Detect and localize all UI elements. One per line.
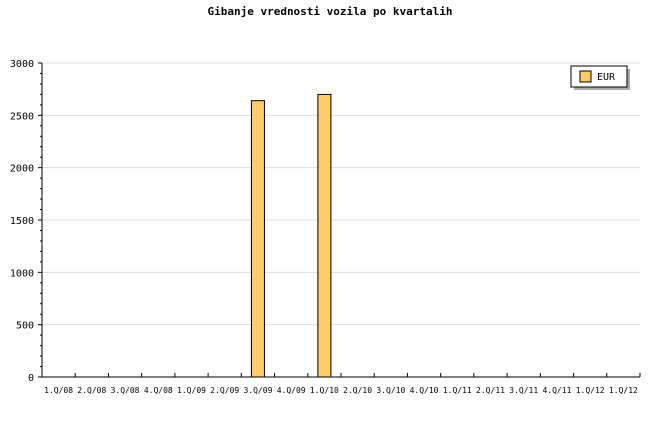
x-tick-label: 3.Q/08: [111, 386, 140, 395]
grid: [42, 62, 640, 326]
legend: EUR: [570, 65, 630, 90]
x-tick-label: 4.Q/11: [542, 386, 571, 395]
chart-title: Gibanje vrednosti vozila po kvartalih: [207, 5, 452, 18]
x-tick-label: 2.Q/08: [77, 386, 106, 395]
y-tick-label: 1000: [10, 268, 34, 279]
y-tick-label: 2000: [10, 164, 34, 175]
x-tick-label: 4.Q/09: [277, 386, 306, 395]
x-tick-label: 2.Q/09: [210, 386, 239, 395]
x-tick-label: 1.Q/12: [609, 386, 638, 395]
x-tick-label: 4.Q/08: [144, 386, 173, 395]
axes: 0 500 1000 1500 2000 2500 3000 1.Q/08 2.Q/08 3.Q/…: [10, 59, 641, 395]
x-tick-label: 3.Q/11: [509, 386, 538, 395]
legend-label: EUR: [597, 72, 616, 83]
y-tick-label: 0: [28, 373, 34, 384]
x-tick-label: 1.Q/08: [44, 386, 73, 395]
x-tick-label: 2.Q/11: [476, 386, 505, 395]
x-tick-label: 1.Q/10: [310, 386, 339, 395]
x-tick-label: 3.Q/10: [376, 386, 405, 395]
bar: [250, 100, 265, 378]
x-tick-label: 4.Q/10: [410, 386, 439, 395]
y-tick-label: 2500: [10, 111, 34, 122]
y-tick-label: 3000: [10, 59, 34, 70]
bars: [250, 93, 332, 378]
x-tick-label: 1.Q/09: [177, 386, 206, 395]
x-tick-label: 3.Q/09: [243, 386, 272, 395]
legend-swatch: [579, 70, 592, 83]
x-tick-label: 2.Q/10: [343, 386, 372, 395]
x-tick-label: 1.Q/12: [576, 386, 605, 395]
bar: [317, 93, 332, 378]
x-tick-label: 1.Q/11: [443, 386, 472, 395]
y-tick-label: 500: [16, 321, 34, 332]
y-tick-label: 1500: [10, 216, 34, 227]
